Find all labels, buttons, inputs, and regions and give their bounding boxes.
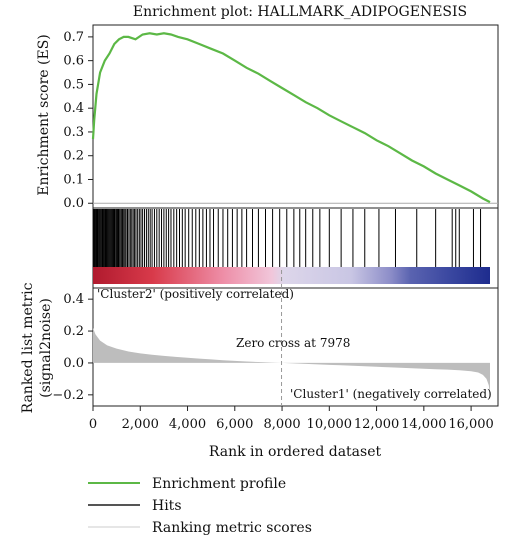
legend-label: Ranking metric scores xyxy=(152,520,312,536)
x-tick-label: 0 xyxy=(89,417,97,432)
x-tick-label: 16,000 xyxy=(448,417,494,432)
x-tick-label: 2,000 xyxy=(122,417,159,432)
ranking-gradient-bar xyxy=(93,267,490,284)
positive-cluster-label: 'Cluster2' (positively correlated) xyxy=(97,287,294,301)
es-y-axis-label: Enrichment score (ES) xyxy=(36,34,52,196)
hit-lines xyxy=(92,209,482,267)
x-tick-label: 14,000 xyxy=(401,417,447,432)
es-y-tick-label: 0.5 xyxy=(63,77,84,92)
enrichment-score-panel: 0.0 0.1 0.2 0.3 0.4 0.5 0.6 0.7 Enrichment scor… xyxy=(36,24,499,211)
enrichment-profile-line xyxy=(91,32,491,204)
es-y-tick-label: 0.4 xyxy=(63,101,84,116)
x-tick-label: 8,000 xyxy=(263,417,300,432)
metric-y-tick-label: 0.0 xyxy=(63,356,84,371)
x-axis-label: Rank in ordered dataset xyxy=(209,444,382,460)
x-tick-label: 4,000 xyxy=(169,417,206,432)
metric-y-axis-label-line2: (signal2noise) xyxy=(38,298,54,398)
legend-label: Hits xyxy=(152,498,182,514)
legend-label: Enrichment profile xyxy=(152,476,286,492)
metric-y-tick-label: −0.2 xyxy=(52,388,84,403)
es-y-tick-label: 0.0 xyxy=(63,196,84,211)
x-tick-label: 10,000 xyxy=(307,417,353,432)
metric-y-ticks: 0.4 0.2 0.0 −0.2 xyxy=(52,292,93,403)
zero-cross-label: Zero cross at 7978 xyxy=(236,336,350,350)
es-y-tick-label: 0.3 xyxy=(63,125,84,140)
negative-cluster-label: 'Cluster1' (negatively correlated) xyxy=(290,387,492,401)
es-y-ticks: 0.0 0.1 0.2 0.3 0.4 0.5 0.6 0.7 xyxy=(63,30,93,211)
es-y-tick-label: 0.7 xyxy=(63,30,84,45)
ranking-metric-area xyxy=(93,327,490,395)
hits-panel xyxy=(92,207,499,289)
metric-y-axis-label-line1: Ranked list metric xyxy=(20,282,36,413)
x-axis: 0 2,000 4,000 6,000 8,000 10,000 12,000 14,000 1… xyxy=(89,406,494,432)
es-y-tick-label: 0.2 xyxy=(63,149,84,164)
metric-y-tick-label: 0.2 xyxy=(63,324,84,339)
es-y-tick-label: 0.1 xyxy=(63,172,84,187)
es-panel-frame xyxy=(92,24,499,209)
x-tick-label: 6,000 xyxy=(216,417,253,432)
legend: Enrichment profile Hits Ranking metric sco… xyxy=(88,476,312,536)
metric-y-tick-label: 0.4 xyxy=(63,292,84,307)
es-y-tick-label: 0.6 xyxy=(63,54,84,69)
x-tick-label: 12,000 xyxy=(354,417,400,432)
ranked-metric-panel: 'Cluster2' (positively correlated) Zero … xyxy=(20,270,499,413)
chart-title: Enrichment plot: HALLMARK_ADIPOGENESIS xyxy=(133,4,467,20)
